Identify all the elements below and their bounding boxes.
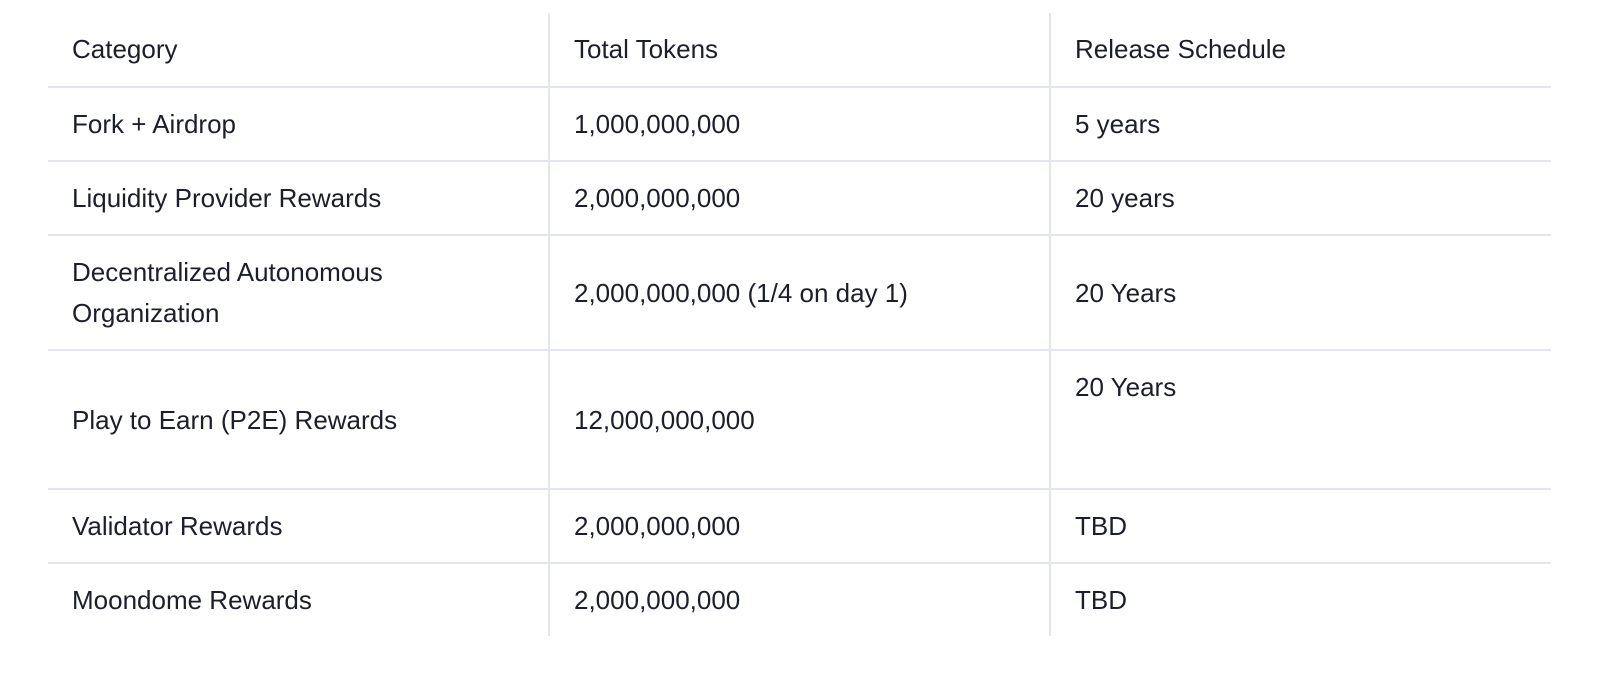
table-row: Validator Rewards 2,000,000,000 TBD [48, 489, 1551, 564]
table-row: Liquidity Provider Rewards 2,000,000,000… [48, 161, 1551, 236]
cell-release-schedule: 5 years [1049, 87, 1551, 162]
cell-category: Validator Rewards [48, 489, 549, 564]
cell-release-schedule: 20 Years [1049, 235, 1551, 351]
table-row: Decentralized Autonomous Organization 2,… [48, 235, 1551, 351]
cell-total-tokens: 2,000,000,000 [548, 563, 1050, 636]
cell-category: Moondome Rewards [72, 585, 312, 615]
cell-total-tokens: 2,000,000,000 [548, 489, 1050, 564]
column-header-release-schedule: Release Schedule [1049, 13, 1551, 88]
token-allocation-table: Category Total Tokens Release Schedule F… [48, 13, 1551, 636]
column-header-total-tokens: Total Tokens [548, 13, 1050, 88]
cell-release-schedule: TBD [1049, 563, 1551, 636]
cell-total-tokens: 2,000,000,000 (1/4 on day 1) [548, 235, 1050, 351]
cell-category: Decentralized Autonomous Organization [48, 235, 549, 351]
cell-total-tokens: 1,000,000,000 [548, 87, 1050, 162]
token-allocation-table-container: Category Total Tokens Release Schedule F… [48, 13, 1551, 636]
cell-release-schedule: 20 Years [1049, 350, 1551, 490]
table-header-row: Category Total Tokens Release Schedule [48, 13, 1551, 88]
table-row: Fork + Airdrop 1,000,000,000 5 years [48, 87, 1551, 162]
cell-category: Liquidity Provider Rewards [48, 161, 549, 236]
cell-total-tokens: 12,000,000,000 [548, 350, 1050, 490]
column-header-category: Category [48, 13, 549, 88]
cell-category: Fork + Airdrop [48, 87, 549, 162]
table-row: Play to Earn (P2E) Rewards 12,000,000,00… [48, 350, 1551, 490]
cell-total-tokens: 2,000,000,000 [548, 161, 1050, 236]
cell-release-schedule: 20 years [1049, 161, 1551, 236]
cell-release-schedule: TBD [1049, 489, 1551, 564]
cell-category: Play to Earn (P2E) Rewards [48, 350, 549, 490]
table-row: Moondome Rewards 2,000,000,000 TBD [48, 563, 1551, 636]
